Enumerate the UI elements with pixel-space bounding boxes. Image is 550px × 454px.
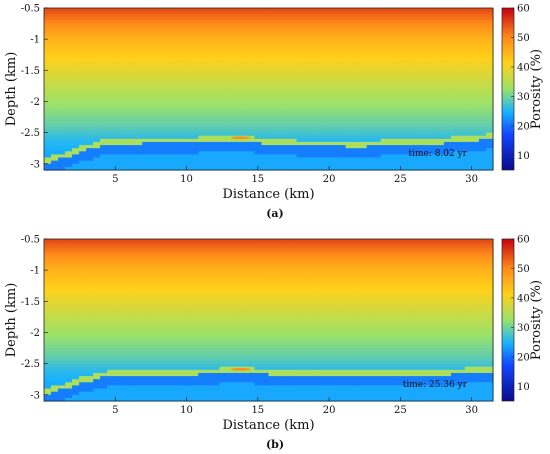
panel-caption: (a) — [266, 207, 284, 220]
y-tick-label: -1.5 — [21, 66, 40, 77]
colorbar: 10 20 30 40 50 60 Porosity (%) — [501, 4, 544, 171]
y-tick-label: -0.5 — [21, 235, 40, 246]
time-annotation: time: 8.02 yr — [408, 149, 467, 159]
x-tick-label: 25 — [394, 405, 407, 416]
colorbar-tick-label: 60 — [517, 235, 530, 246]
y-tick-label: -1 — [30, 266, 40, 277]
x-tick-label: 30 — [465, 174, 478, 185]
x-tick-label: 10 — [180, 405, 193, 416]
x-tick-label: 10 — [180, 174, 193, 185]
panel-caption: (b) — [266, 438, 284, 451]
x-tick-label: 5 — [112, 405, 118, 416]
high-porosity-spot — [230, 136, 251, 140]
x-tick-label: 5 — [112, 174, 118, 185]
colorbar-tick-label: 20 — [517, 121, 530, 132]
y-tick-label: -3 — [30, 159, 40, 170]
x-tick-label: 20 — [323, 405, 336, 416]
colorbar-tick-label: 50 — [517, 33, 530, 44]
plot-frame — [43, 238, 494, 402]
porosity-heatmap — [44, 8, 494, 171]
colorbar-tick-label: 60 — [517, 4, 530, 15]
colorbar-tick-label: 30 — [517, 92, 530, 103]
x-axis-label: Distance (km) — [222, 418, 314, 433]
high-porosity-spot — [230, 367, 251, 371]
colorbar: 10 20 30 40 50 60 Porosity (%) — [501, 235, 544, 402]
colorbar-tick-label: 30 — [517, 323, 530, 334]
y-tick-label: -3 — [30, 390, 40, 401]
colorbar-tick-label: 40 — [517, 293, 530, 304]
y-axis-label: Depth (km) — [4, 283, 19, 358]
x-tick-label: 15 — [251, 405, 264, 416]
panel-b: 5 10 15 20 25 30 -0.5 -1 -1.5 -2 -2.5 -3 Distance (k… — [4, 235, 544, 452]
y-tick-label: -2.5 — [21, 128, 40, 139]
y-tick-label: -2 — [30, 328, 40, 339]
colorbar-tick-label: 50 — [517, 264, 530, 275]
colorbar-label: Porosity (%) — [529, 280, 544, 360]
y-tick-label: -2.5 — [21, 359, 40, 370]
colorbar-gradient — [501, 7, 515, 171]
colorbar-gradient — [501, 238, 515, 402]
colorbar-tick-label: 10 — [517, 382, 530, 393]
colorbar-tick-label: 40 — [517, 62, 530, 73]
x-tick-label: 30 — [465, 405, 478, 416]
x-tick-label: 15 — [251, 174, 264, 185]
colorbar-label: Porosity (%) — [529, 49, 544, 129]
y-tick-label: -2 — [30, 97, 40, 108]
x-tick-label: 25 — [394, 174, 407, 185]
time-annotation: time: 25.36 yr — [403, 380, 468, 390]
panel-a: 5 10 15 20 25 30 -0.5 -1 -1.5 -2 -2.5 -3 Distance (k… — [4, 4, 544, 221]
x-axis-label: Distance (km) — [222, 187, 314, 202]
y-tick-label: -0.5 — [21, 4, 40, 15]
colorbar-tick-label: 10 — [517, 151, 530, 162]
y-tick-label: -1.5 — [21, 297, 40, 308]
y-axis-label: Depth (km) — [4, 52, 19, 127]
porosity-heatmap — [44, 239, 494, 402]
y-tick-label: -1 — [30, 35, 40, 46]
plot-frame — [43, 7, 494, 171]
x-tick-label: 20 — [323, 174, 336, 185]
colorbar-tick-label: 20 — [517, 352, 530, 363]
